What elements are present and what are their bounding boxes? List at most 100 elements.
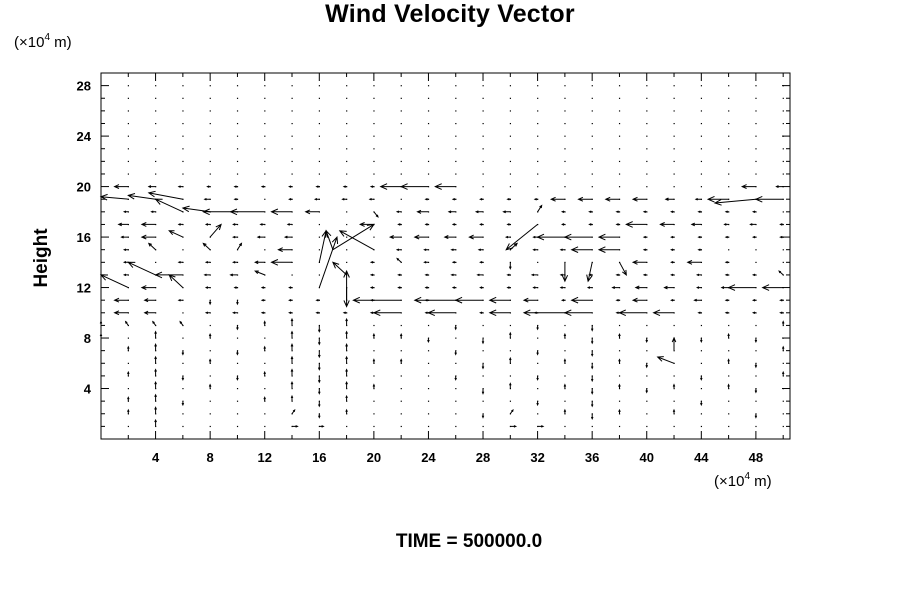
grid-dot <box>646 375 648 377</box>
grid-dot <box>155 135 157 137</box>
grid-dot <box>155 173 157 175</box>
wind-vector <box>424 311 429 315</box>
wind-vector <box>751 311 756 315</box>
grid-dot <box>209 261 211 264</box>
grid-dot <box>182 287 184 289</box>
grid-dot <box>673 223 675 226</box>
grid-dot <box>455 261 457 264</box>
grid-dot <box>455 186 457 188</box>
grid-dot <box>646 413 648 415</box>
grid-dot <box>400 110 402 112</box>
wind-vector <box>290 317 294 326</box>
wind-vector <box>631 297 647 303</box>
grid-dot <box>182 299 184 301</box>
wind-vector <box>372 309 402 317</box>
wind-vector <box>352 296 402 304</box>
wind-vector <box>506 197 511 201</box>
wind-vector <box>315 185 320 188</box>
grid-dot <box>427 198 430 200</box>
wind-vector <box>369 298 374 302</box>
grid-dot <box>673 148 675 150</box>
grid-dot <box>182 249 184 251</box>
grid-dot <box>564 249 566 251</box>
grid-dot <box>673 350 675 352</box>
grid-dot <box>427 261 430 264</box>
grid-dot <box>455 148 457 150</box>
grid-dot <box>455 160 457 163</box>
grid-dot <box>618 299 621 301</box>
wind-vector <box>317 363 321 371</box>
grid-dot <box>700 160 703 163</box>
grid-dot <box>182 122 184 125</box>
wind-vector <box>99 193 129 201</box>
wind-vector <box>652 309 674 317</box>
wind-vector <box>479 223 483 226</box>
grid-dot <box>264 148 266 150</box>
grid-dot <box>155 425 157 428</box>
grid-dot <box>400 236 402 238</box>
grid-dot <box>400 122 402 125</box>
grid-dot <box>728 249 730 251</box>
x-tick-label: 36 <box>585 450 599 465</box>
grid-dot <box>673 135 675 137</box>
grid-dot <box>209 324 211 327</box>
wind-vector <box>122 210 129 214</box>
grid-dot <box>318 135 320 137</box>
wind-vector <box>288 286 292 289</box>
grid-dot <box>264 135 266 137</box>
grid-dot <box>182 413 184 415</box>
grid-dot <box>264 299 266 301</box>
y-unit-exponent: 4 <box>44 32 51 43</box>
wind-vector <box>447 210 456 214</box>
grid-dot <box>318 110 320 112</box>
wind-vector <box>502 210 511 214</box>
wind-vector <box>423 248 429 251</box>
grid-dot <box>564 173 566 175</box>
wind-vector <box>397 223 402 226</box>
wind-vector <box>618 309 647 317</box>
grid-dot <box>782 211 784 213</box>
grid-dot <box>155 362 157 364</box>
grid-dot <box>618 186 621 188</box>
grid-dot <box>346 186 348 188</box>
grid-dot <box>755 249 757 251</box>
wind-vector <box>779 298 784 302</box>
grid-dot <box>728 413 730 415</box>
grid-dot <box>537 362 539 364</box>
wind-vector <box>345 355 348 364</box>
grid-dot <box>782 223 784 226</box>
x-tick-label: 32 <box>530 450 544 465</box>
grid-dot <box>482 249 484 251</box>
grid-dot <box>346 400 348 402</box>
wind-vector <box>751 210 756 214</box>
grid-dot <box>646 350 648 352</box>
grid-dot <box>182 85 184 87</box>
grid-dot <box>318 223 320 226</box>
grid-dot <box>373 236 375 238</box>
grid-dot <box>591 160 593 163</box>
y-tick-label: 4 <box>84 382 92 397</box>
wind-vector <box>509 331 512 338</box>
wind-vector <box>204 223 211 226</box>
grid-dot <box>537 413 539 415</box>
grid-dot <box>673 362 675 364</box>
grid-dot <box>509 400 512 402</box>
grid-dot <box>537 249 539 251</box>
grid-dot <box>291 110 293 112</box>
grid-dot <box>537 110 539 112</box>
grid-dot <box>427 236 430 238</box>
wind-vector <box>342 311 347 315</box>
grid-dot <box>155 110 157 112</box>
grid-dot <box>236 388 239 390</box>
grid-dot <box>236 312 239 314</box>
wind-vector <box>423 261 429 264</box>
grid-dot <box>427 135 430 137</box>
grid-dot <box>318 173 320 175</box>
grid-dot <box>127 135 129 137</box>
wind-vector <box>454 296 483 304</box>
wind-vector <box>263 320 266 326</box>
grid-dot <box>236 198 239 200</box>
wind-vector <box>619 262 627 276</box>
wind-vector <box>203 197 211 201</box>
wind-vector <box>506 273 511 277</box>
